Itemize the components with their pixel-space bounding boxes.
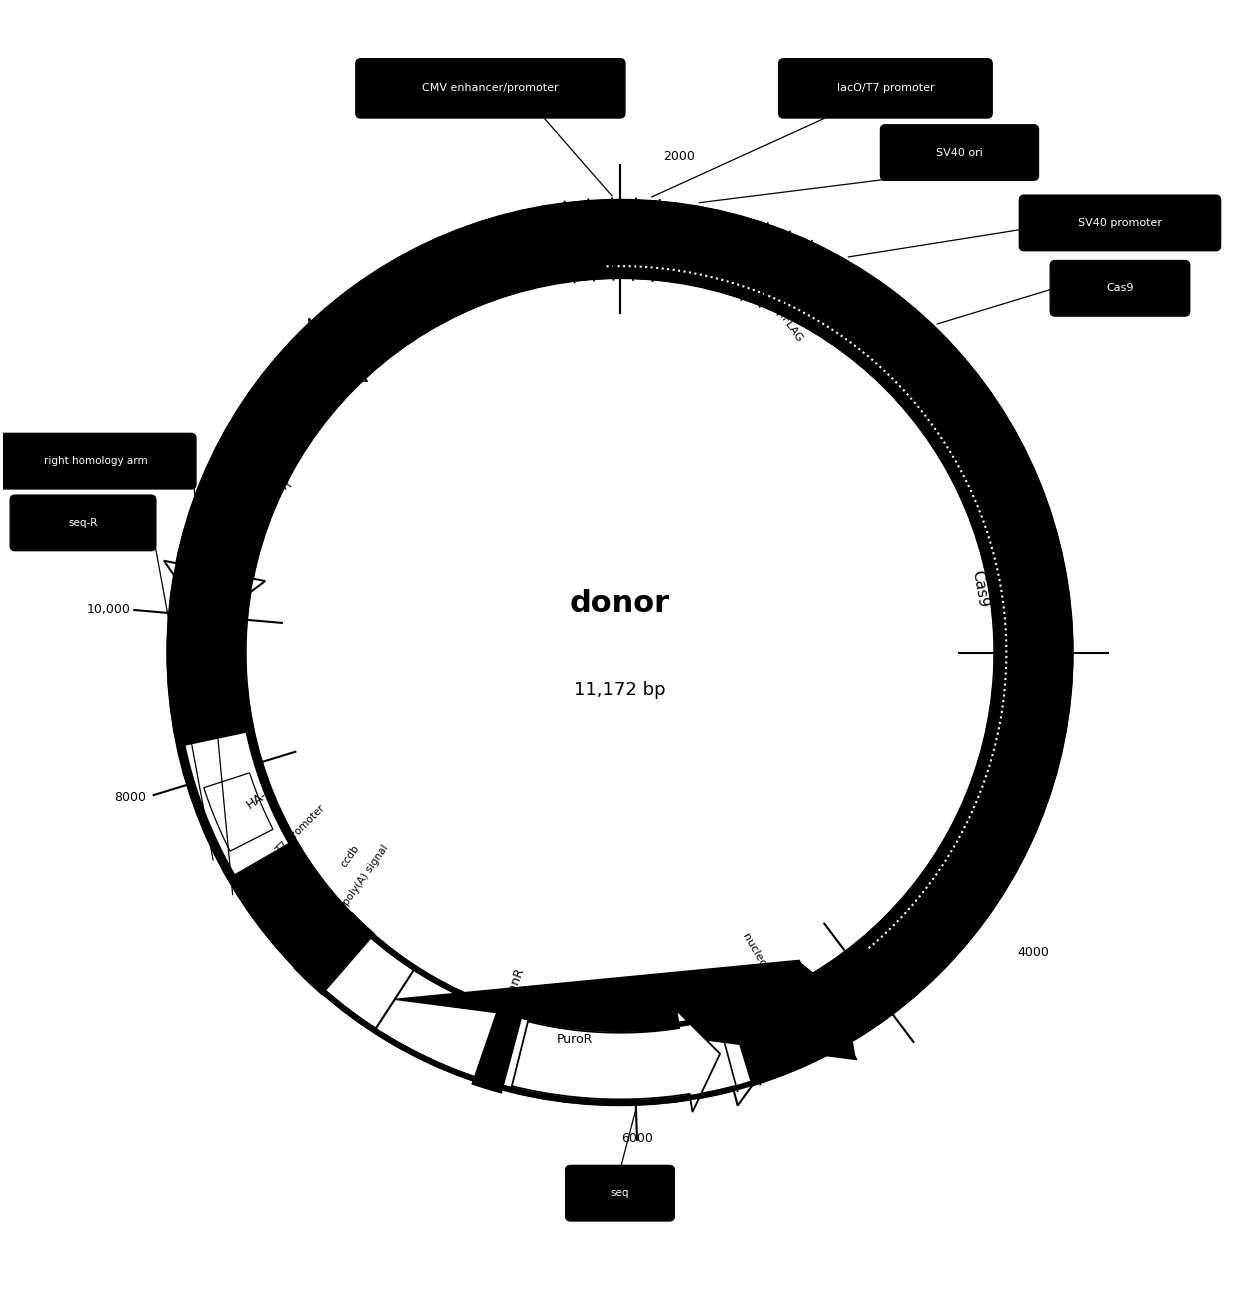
Text: ori: ori [377, 346, 394, 359]
Text: seq-R: seq-R [68, 518, 98, 529]
Text: 8000: 8000 [114, 791, 146, 804]
Text: HA-L: HA-L [591, 230, 620, 243]
Text: 4000: 4000 [1018, 946, 1049, 959]
FancyBboxPatch shape [0, 433, 196, 489]
Polygon shape [203, 773, 273, 851]
Polygon shape [185, 732, 289, 876]
Text: 10,000: 10,000 [87, 603, 130, 616]
Text: Cas9: Cas9 [968, 569, 990, 609]
Text: lacO/T7 promoter: lacO/T7 promoter [837, 84, 934, 94]
Text: AmpR: AmpR [255, 478, 294, 506]
Text: CMV enhancer/promoter: CMV enhancer/promoter [422, 84, 559, 94]
Text: SV40 promoter: SV40 promoter [1078, 218, 1162, 228]
FancyBboxPatch shape [880, 125, 1038, 180]
Circle shape [170, 202, 1070, 1103]
Text: 3xFLAG: 3xFLAG [771, 303, 804, 343]
Polygon shape [730, 963, 854, 1082]
Text: 2000: 2000 [663, 150, 696, 163]
Text: NeoR/KanR: NeoR/KanR [489, 964, 526, 1035]
Text: SA: SA [745, 277, 763, 291]
Text: right homology arm: right homology arm [43, 457, 148, 466]
Text: Cas9: Cas9 [1106, 283, 1133, 294]
Text: T3 promoter: T3 promoter [376, 303, 444, 312]
FancyBboxPatch shape [565, 1165, 675, 1221]
Text: 6000: 6000 [621, 1133, 653, 1146]
Text: SV40 ori: SV40 ori [936, 147, 983, 158]
Text: lac promoter |: lac promoter | [357, 286, 436, 296]
FancyBboxPatch shape [1050, 261, 1189, 316]
Polygon shape [309, 238, 489, 381]
Polygon shape [471, 1002, 525, 1094]
Polygon shape [170, 202, 1070, 1103]
Text: 11,172 bp: 11,172 bp [574, 680, 666, 698]
Polygon shape [543, 207, 704, 278]
Text: β-globin poly(A) signal: β-globin poly(A) signal [314, 843, 389, 945]
Text: ccdb: ccdb [339, 843, 361, 869]
Text: nucleoplasmin NLS: nucleoplasmin NLS [742, 930, 804, 1028]
Text: seq: seq [611, 1188, 629, 1198]
Polygon shape [170, 202, 1070, 1060]
FancyBboxPatch shape [10, 495, 156, 551]
Polygon shape [293, 911, 376, 996]
FancyBboxPatch shape [1019, 196, 1220, 251]
Polygon shape [604, 202, 1070, 997]
Text: donor: donor [570, 589, 670, 617]
Polygon shape [512, 1010, 720, 1112]
Text: PuroR: PuroR [557, 1032, 593, 1045]
FancyBboxPatch shape [356, 59, 625, 117]
Polygon shape [376, 970, 795, 1105]
Polygon shape [164, 337, 351, 624]
FancyBboxPatch shape [779, 59, 992, 117]
Polygon shape [761, 941, 910, 1070]
Text: HA-R: HA-R [244, 783, 277, 812]
Text: T7 promoter: T7 promoter [274, 803, 327, 856]
